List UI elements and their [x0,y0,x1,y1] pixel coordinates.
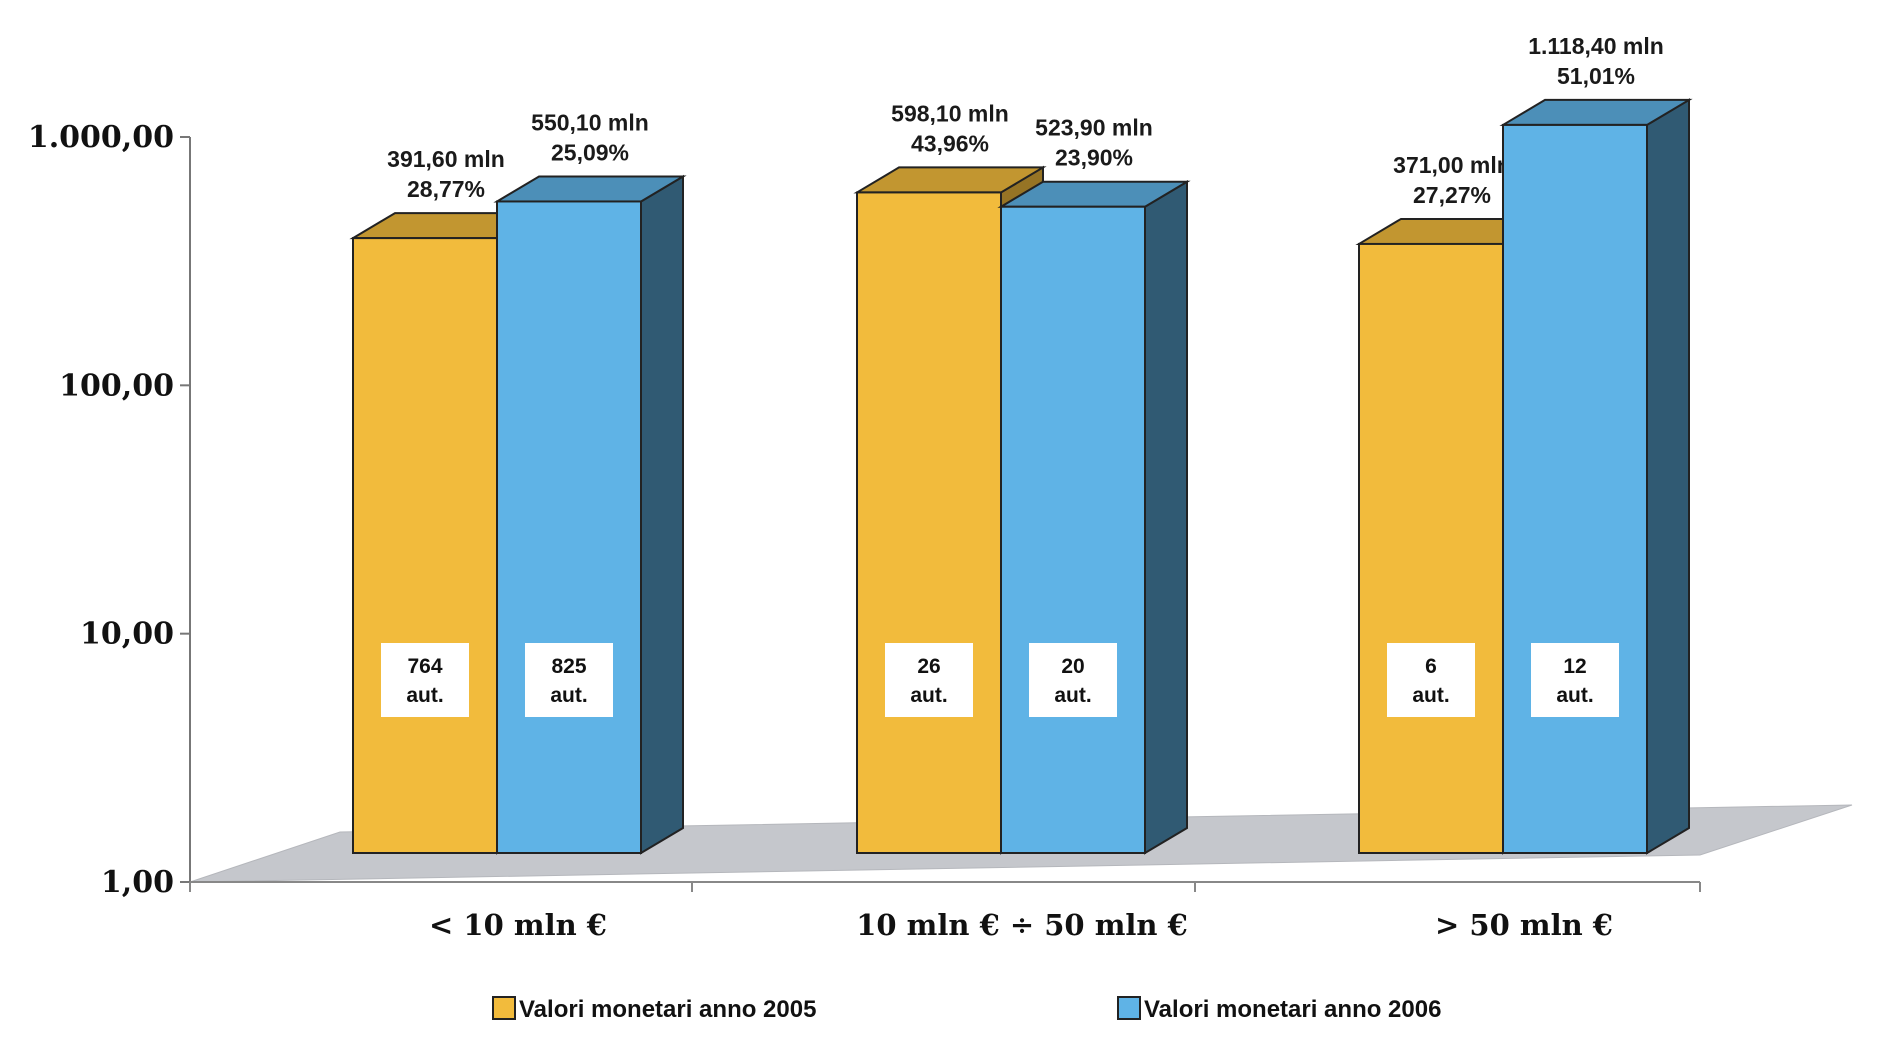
y-tick-label: 10,00 [80,617,174,652]
bar-side-face [640,174,684,855]
count-number-label: 20 [1061,655,1084,678]
bar-front-face [1000,205,1146,855]
legend-label-2005: Valori monetari anno 2005 [519,996,816,1023]
count-unit-label: aut. [1054,684,1091,707]
legend-swatch-2006 [1117,996,1141,1020]
bar-percent-label: 25,09% [551,139,629,165]
count-box [885,643,973,717]
bar-value-label: 371,00 mln [1393,152,1511,178]
count-box [1531,643,1619,717]
bar-2006-1 [493,174,687,855]
bar-front-face [1502,123,1648,855]
count-number-label: 12 [1563,655,1586,678]
count-box [1387,643,1475,717]
bar-side-face [1646,98,1690,855]
count-number-label: 764 [407,655,442,678]
bar-front-face [856,191,1002,854]
count-number-label: 26 [917,655,940,678]
bar-front-face [1358,242,1504,854]
bar-front-face [352,237,498,855]
bar-value-label: 550,10 mln [531,109,649,135]
legend-swatch-2005 [492,996,516,1020]
bar-value-label: 391,60 mln [387,146,505,172]
count-box [1029,643,1117,717]
bar-percent-label: 43,96% [911,130,989,156]
bar-percent-label: 51,01% [1557,63,1635,89]
bar-value-label: 523,90 mln [1035,115,1153,141]
count-number-label: 6 [1425,655,1437,678]
y-tick-label: 1,00 [101,865,174,900]
legend-label-2006: Valori monetari anno 2006 [1144,996,1441,1023]
count-unit-label: aut. [550,684,587,707]
x-category-label: < 10 mln € [429,908,607,942]
y-tick-label: 100,00 [59,368,174,403]
bar-2006-2 [997,179,1191,855]
bar-value-label: 598,10 mln [891,100,1009,126]
count-unit-label: aut. [1412,684,1449,707]
y-tick-label: 1.000,00 [28,120,174,155]
bar-front-face [496,200,642,855]
count-box [525,643,613,717]
count-number-label: 825 [551,655,586,678]
count-box [381,643,469,717]
bar-percent-label: 23,90% [1055,145,1133,171]
x-category-label: 10 mln € ÷ 50 mln € [856,908,1188,942]
count-unit-label: aut. [1556,684,1593,707]
x-category-label: > 50 mln € [1435,908,1613,942]
count-unit-label: aut. [406,684,443,707]
bar-percent-label: 27,27% [1413,182,1491,208]
bar-2006-3 [1499,98,1693,855]
count-unit-label: aut. [910,684,947,707]
bar-value-label: 1.118,40 mln [1528,33,1664,59]
bar-percent-label: 28,77% [407,176,485,202]
bar-side-face [1144,179,1188,855]
